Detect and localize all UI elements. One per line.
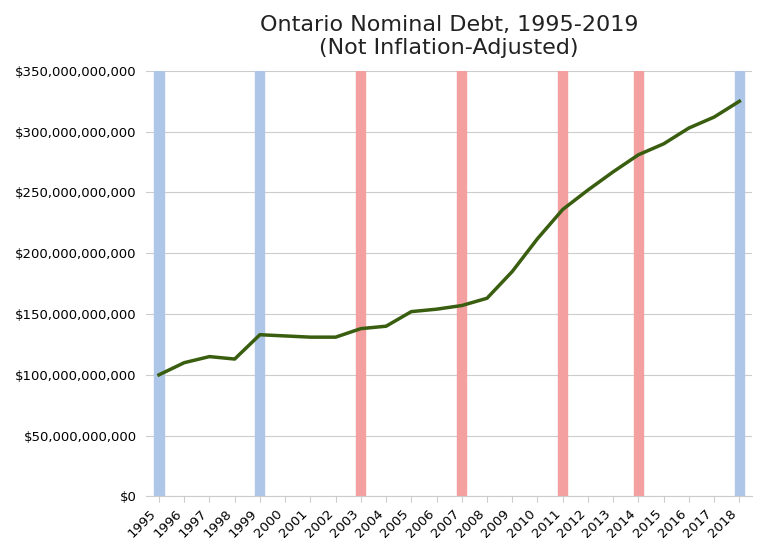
Bar — [634, 71, 643, 496]
Bar — [357, 71, 365, 496]
Title: Ontario Nominal Debt, 1995-2019
(Not Inflation-Adjusted): Ontario Nominal Debt, 1995-2019 (Not Inf… — [260, 15, 638, 58]
Bar — [457, 71, 466, 496]
Bar — [558, 71, 568, 496]
Bar — [735, 71, 744, 496]
Bar — [255, 71, 265, 496]
Bar — [154, 71, 163, 496]
